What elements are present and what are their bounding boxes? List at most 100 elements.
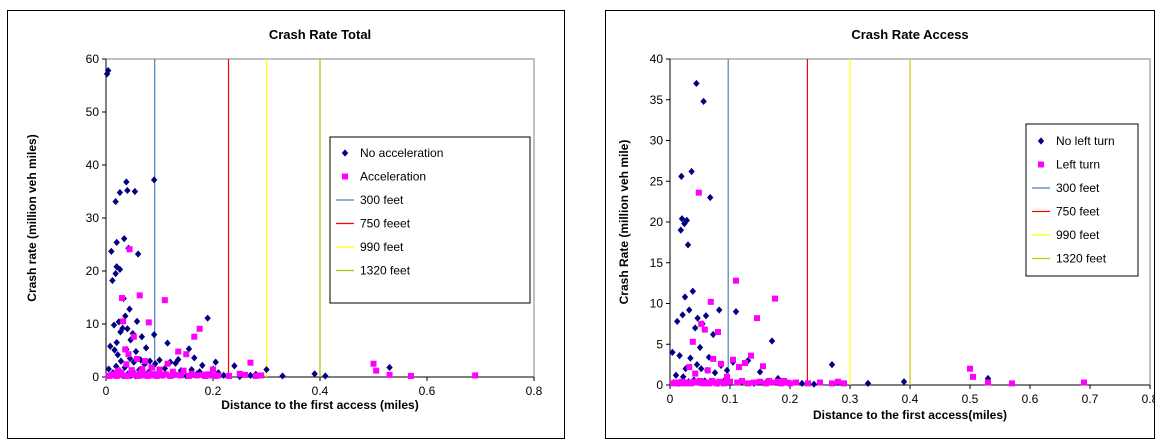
data-point — [199, 361, 206, 369]
data-point — [127, 336, 134, 344]
y-tick-label: 40 — [86, 158, 100, 172]
data-point — [111, 346, 118, 354]
data-point — [150, 176, 158, 184]
data-point — [370, 360, 377, 367]
data-point — [681, 293, 689, 301]
legend-label: No acceleration — [360, 146, 443, 160]
y-tick-label: 0 — [92, 370, 99, 384]
x-axis-label: Distance to the first access (miles) — [221, 398, 418, 412]
data-point — [672, 371, 680, 379]
data-point — [112, 362, 120, 370]
data-point — [123, 178, 130, 186]
data-point — [210, 366, 216, 373]
data-point — [134, 355, 141, 362]
data-point — [817, 379, 823, 386]
chart-panel-total: Crash Rate Total 0 0.2 0.4 0.6 0.8 0 10 20 30 40 50… — [7, 10, 565, 439]
y-axis-label: Crash Rate (million veh mile) — [617, 140, 631, 305]
data-point — [119, 324, 126, 332]
data-point — [1081, 379, 1087, 386]
data-point — [756, 368, 764, 376]
data-point — [841, 380, 847, 387]
data-point — [236, 370, 243, 377]
data-point — [798, 379, 806, 387]
legend-box — [329, 136, 531, 304]
data-point — [109, 276, 116, 285]
x-tick-label: 0.7 — [1082, 392, 1099, 406]
data-point — [734, 379, 741, 386]
y-tick-label: 30 — [650, 134, 664, 148]
data-point — [751, 379, 757, 386]
data-point — [114, 351, 121, 359]
data-point — [126, 305, 133, 313]
data-point — [117, 369, 124, 376]
data-point — [212, 358, 219, 366]
data-point — [692, 370, 699, 377]
data-point — [126, 246, 133, 253]
y-axis-label: Crash rate (million veh miles) — [25, 134, 39, 301]
data-point — [684, 241, 692, 249]
data-point — [967, 365, 973, 372]
data-point — [698, 320, 705, 327]
data-point — [718, 360, 724, 367]
data-point — [701, 326, 708, 333]
data-point — [156, 366, 163, 373]
data-point — [727, 378, 733, 385]
x-tick-label: 0.2 — [782, 392, 799, 406]
x-tick-label: 0.4 — [312, 384, 329, 398]
data-point — [156, 356, 163, 364]
x-tick-label: 0.1 — [722, 392, 739, 406]
x-tick-label: 0 — [667, 392, 674, 406]
x-tick-label: 0.3 — [842, 392, 859, 406]
data-point — [247, 371, 254, 380]
data-point — [739, 377, 745, 384]
data-point — [985, 379, 991, 386]
x-tick-label: 0.6 — [1022, 392, 1039, 406]
data-point — [175, 355, 182, 364]
data-point — [142, 358, 149, 365]
legend-marker — [1037, 137, 1045, 145]
data-point — [135, 372, 142, 379]
data-point — [226, 372, 233, 379]
legend-box — [1025, 123, 1139, 277]
data-point — [117, 328, 124, 336]
data-point — [721, 380, 727, 387]
y-tick-label: 35 — [650, 93, 664, 107]
legend-label: 300 feet — [360, 193, 404, 207]
x-tick-label: 0.8 — [526, 384, 543, 398]
y-tick-label: 40 — [650, 52, 664, 66]
data-point — [128, 367, 135, 374]
y-tick-label: 5 — [656, 337, 663, 351]
y-tick-label: 50 — [86, 105, 100, 119]
data-point — [196, 368, 203, 376]
data-point — [805, 380, 811, 387]
data-point — [108, 247, 115, 255]
data-point — [757, 378, 763, 385]
data-point — [172, 371, 179, 378]
data-point — [730, 356, 736, 363]
legend-label: 750 feeet — [360, 217, 411, 231]
legend-label: 300 feet — [1056, 181, 1100, 195]
data-point — [793, 379, 799, 386]
data-point — [150, 331, 158, 339]
data-point — [188, 365, 195, 374]
data-point — [116, 188, 124, 197]
data-point — [772, 295, 778, 302]
data-point — [693, 361, 701, 369]
legend-label: 990 feet — [360, 240, 404, 254]
data-point — [124, 186, 131, 195]
data-point — [678, 215, 686, 223]
chart-access: Crash Rate Access 0 0.1 0.2 0.3 0.4 0.5 0.6 0.7 0… — [617, 27, 1154, 422]
data-point — [146, 370, 153, 377]
data-point — [167, 372, 174, 379]
data-point — [121, 372, 128, 379]
data-point — [193, 372, 200, 379]
data-point — [748, 352, 754, 359]
legend-marker — [1038, 161, 1044, 168]
data-point — [279, 372, 286, 380]
data-point — [710, 330, 717, 339]
y-tick-label: 10 — [86, 317, 100, 331]
data-point — [736, 364, 742, 371]
chart-title: Crash Rate Total — [269, 27, 371, 42]
legend-marker — [341, 149, 349, 157]
data-point — [787, 380, 793, 387]
